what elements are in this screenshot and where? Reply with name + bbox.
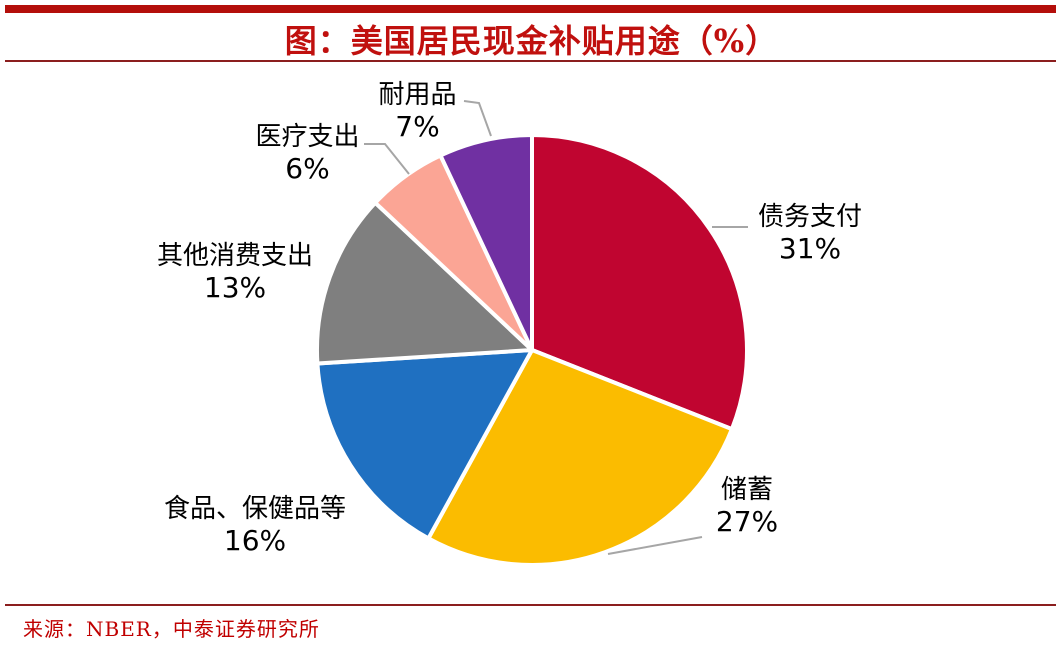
- leader-line-medical-spending: [364, 143, 410, 175]
- leader-line-savings: [607, 536, 703, 555]
- slice-label-food-healthcare: 食品、保健品等 16%: [135, 493, 375, 557]
- chart-title: 图：美国居民现金补贴用途（%）: [284, 22, 779, 60]
- slice-percent-text: 27%: [715, 505, 779, 538]
- slice-percent-text: 31%: [778, 232, 842, 265]
- slice-label-text: 债务支付: [757, 202, 862, 232]
- pie-slice-other-consumption: [314, 200, 534, 366]
- slice-label-debt-payment: 债务支付 31%: [730, 201, 890, 265]
- slice-label-other-consumption: 其他消费支出 13%: [140, 240, 330, 304]
- footer-divider: [5, 604, 1056, 606]
- top-accent-bar: [5, 5, 1056, 13]
- slice-label-text: 其他消费支出: [156, 241, 313, 271]
- slice-label-text: 耐用品: [378, 80, 457, 110]
- title-divider: [5, 60, 1056, 62]
- leader-line-durable-goods: [463, 100, 492, 137]
- slice-label-durable-goods: 耐用品 7%: [335, 79, 500, 143]
- slice-percent-text: 16%: [223, 524, 287, 557]
- slice-percent-text: 7%: [395, 110, 440, 143]
- slice-label-text: 食品、保健品等: [163, 494, 346, 524]
- source-note: 来源：NBER，中泰证券研究所: [23, 617, 320, 641]
- pie-slice-food-healthcare: [315, 348, 534, 541]
- pie-slice-debt-payment: [530, 133, 749, 432]
- slice-label-text: 储蓄: [720, 475, 773, 505]
- slice-label-text: 医疗支出: [255, 122, 360, 152]
- pie-slice-durable-goods: [438, 133, 534, 352]
- slice-label-savings: 储蓄 27%: [667, 474, 827, 538]
- slice-percent-text: 13%: [203, 271, 267, 304]
- slice-percent-text: 6%: [285, 152, 330, 185]
- slice-label-medical-spending: 医疗支出 6%: [225, 121, 390, 185]
